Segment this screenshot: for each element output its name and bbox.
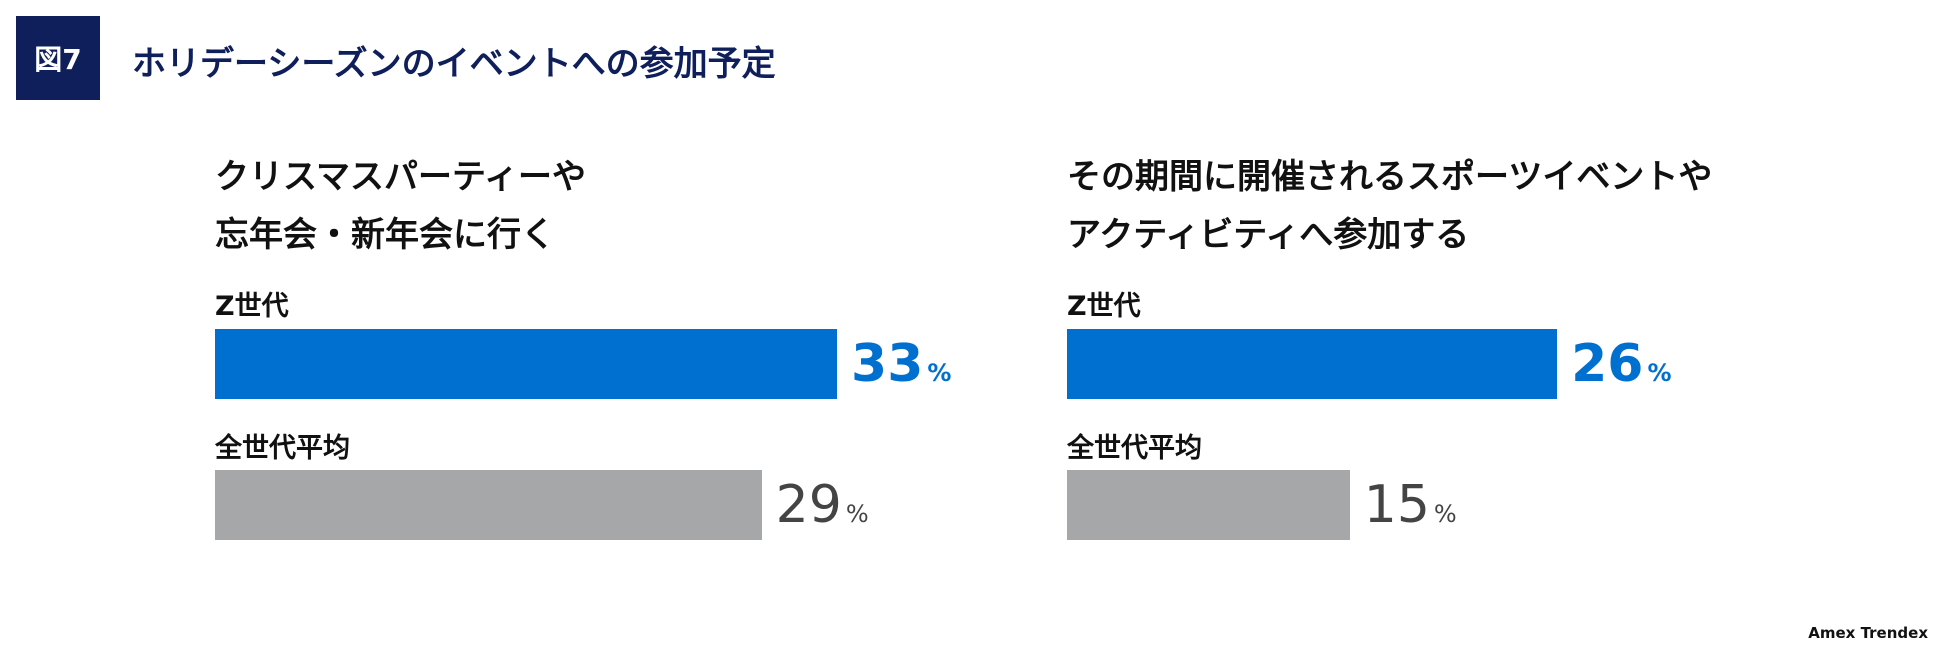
chart-panel-sports-events: その期間に開催されるスポーツイベントや アクティビティへ参加する Z世代 26%…	[1067, 148, 1827, 568]
chart-panel-christmas-parties: クリスマスパーティーや 忘年会・新年会に行く Z世代 33% 全世代平均 29%	[215, 148, 975, 568]
value-number: 33	[851, 334, 924, 394]
bar-average	[1067, 470, 1350, 540]
panel-title: クリスマスパーティーや 忘年会・新年会に行く	[215, 148, 586, 264]
panel-title-line-1: クリスマスパーティーや	[215, 157, 586, 197]
value-number: 29	[775, 475, 842, 535]
figure-badge: 図7	[16, 16, 100, 100]
category-label-average: 全世代平均	[215, 433, 350, 464]
bar-gen-z	[1067, 329, 1558, 399]
panel-title-line-2: アクティビティへ参加する	[1067, 215, 1470, 255]
bar-gen-z	[215, 329, 838, 399]
value-number: 26	[1571, 334, 1644, 394]
value-label-average: 29%	[776, 470, 869, 540]
value-unit: %	[845, 500, 869, 528]
category-label-gen-z: Z世代	[215, 291, 289, 322]
category-label-gen-z: Z世代	[1067, 291, 1141, 322]
panel-title-line-1: その期間に開催されるスポーツイベントや	[1067, 157, 1713, 197]
panel-title: その期間に開催されるスポーツイベントや アクティビティへ参加する	[1067, 148, 1712, 264]
value-unit: %	[1647, 359, 1672, 387]
value-label-gen-z: 33%	[851, 329, 951, 399]
panel-title-line-2: 忘年会・新年会に行く	[215, 215, 555, 255]
value-unit: %	[927, 359, 952, 387]
figure-title: ホリデーシーズンのイベントへの参加予定	[132, 44, 776, 84]
value-label-average: 15%	[1364, 470, 1457, 540]
source-label: Amex Trendex	[1808, 624, 1928, 642]
category-label-average: 全世代平均	[1067, 433, 1202, 464]
value-unit: %	[1433, 500, 1457, 528]
bar-average	[215, 470, 762, 540]
value-label-gen-z: 26%	[1571, 329, 1671, 399]
value-number: 15	[1363, 475, 1430, 535]
